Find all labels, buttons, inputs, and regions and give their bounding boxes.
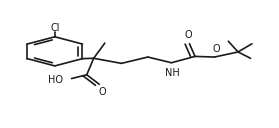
Text: NH: NH — [165, 68, 179, 78]
Text: O: O — [184, 30, 192, 40]
Text: O: O — [212, 44, 220, 54]
Text: HO: HO — [48, 75, 63, 85]
Text: O: O — [99, 87, 106, 97]
Text: Cl: Cl — [50, 23, 60, 33]
